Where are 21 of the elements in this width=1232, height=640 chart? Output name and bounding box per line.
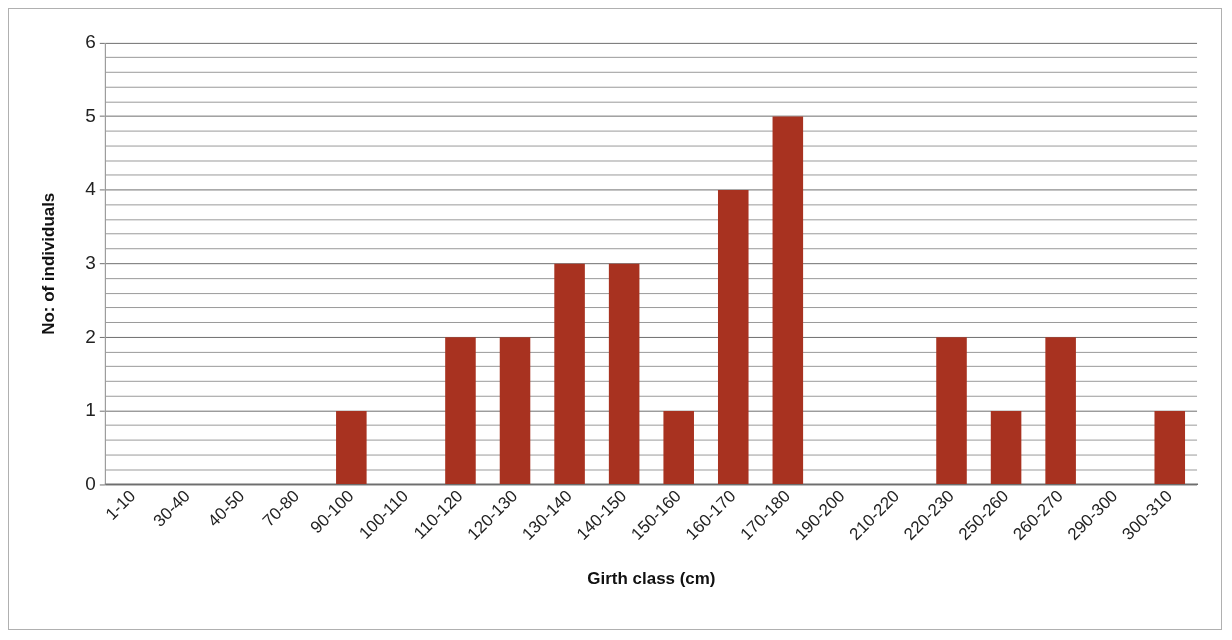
bar — [663, 410, 694, 485]
y-tick-label: 5 — [85, 104, 96, 126]
bar — [1045, 337, 1076, 485]
bar — [1154, 410, 1186, 485]
bar — [445, 337, 476, 485]
bar — [608, 263, 640, 485]
bar — [499, 337, 531, 485]
y-tick-label: 2 — [85, 325, 96, 347]
bar — [990, 410, 1022, 485]
y-tick-label: 0 — [85, 472, 96, 494]
y-tick-label: 3 — [85, 251, 96, 273]
y-tick-label: 1 — [85, 399, 96, 421]
y-axis-title: No: of individuals — [38, 192, 58, 335]
bar — [936, 337, 967, 485]
bar — [554, 263, 585, 485]
x-axis-title: Girth class (cm) — [587, 568, 716, 588]
bar — [336, 410, 367, 485]
bar — [717, 190, 749, 485]
y-tick-label: 4 — [85, 178, 96, 200]
bar — [772, 116, 804, 485]
y-tick-label: 6 — [85, 31, 96, 53]
